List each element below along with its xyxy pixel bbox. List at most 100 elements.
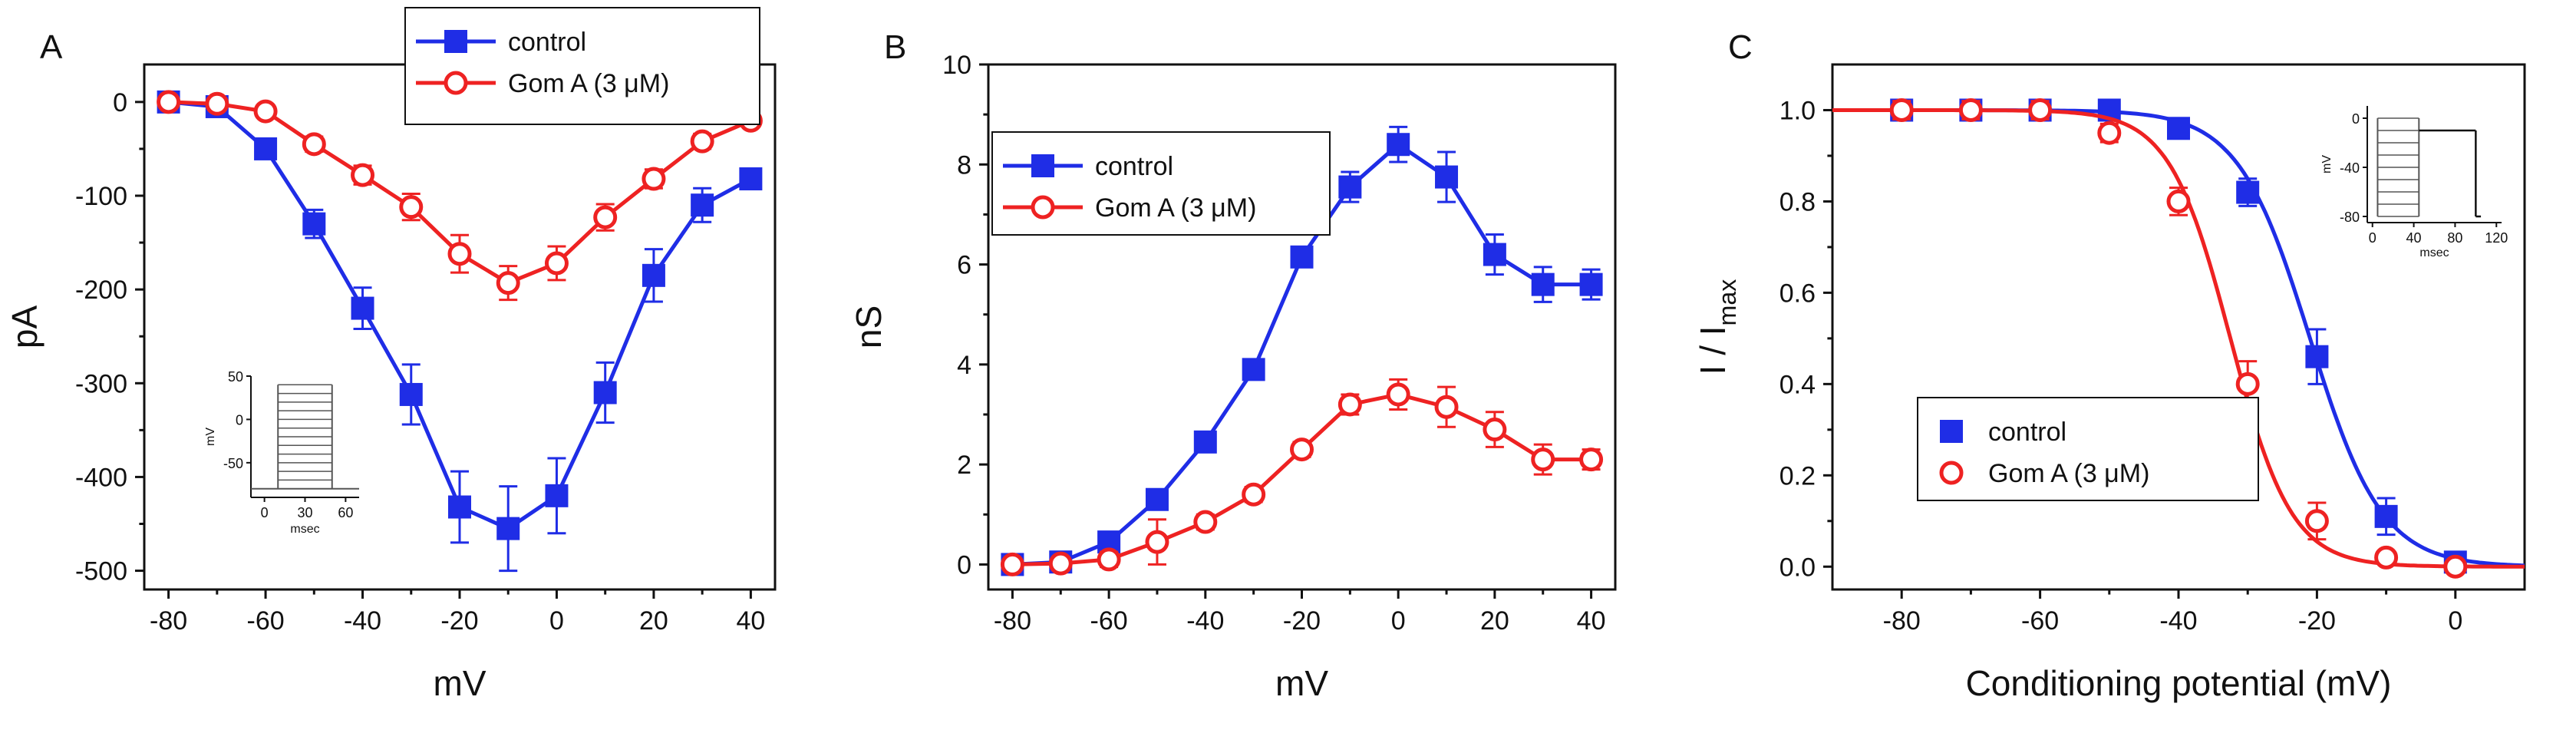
legend-label: Gom A (3 μM) <box>1095 193 1256 223</box>
data-point <box>1386 382 1410 407</box>
data-point <box>1531 447 1555 472</box>
y-axis-label: I / Imax <box>1693 279 1741 375</box>
data-point <box>1531 272 1555 296</box>
y-tick-label: 0.4 <box>1779 370 1816 399</box>
y-tick-label: 0.2 <box>1779 461 1816 490</box>
data-point <box>1434 395 1459 419</box>
data-point <box>351 163 375 187</box>
y-tick-label: 0.8 <box>1779 187 1816 216</box>
x-tick-label: -60 <box>1090 606 1128 636</box>
inset-x-tick-label: 30 <box>297 505 312 520</box>
inset-x-tick-label: 120 <box>2485 230 2508 246</box>
inset-y-label: mV <box>204 428 217 446</box>
data-point <box>1000 552 1024 576</box>
data-point <box>642 167 666 191</box>
data-point <box>690 129 714 154</box>
data-point <box>642 263 665 287</box>
x-tick-label: -20 <box>2298 606 2336 636</box>
x-tick-label: 20 <box>639 606 668 636</box>
data-point <box>302 132 326 157</box>
fit-curve <box>1832 108 2525 569</box>
y-tick-label: -300 <box>75 369 127 398</box>
data-point <box>1193 430 1217 454</box>
inset-x-tick-label: 0 <box>261 505 269 520</box>
legend-label: Gom A (3 μM) <box>1988 459 2149 488</box>
data-point <box>2304 509 2329 533</box>
data-point <box>593 381 617 405</box>
x-tick-label: -80 <box>994 606 1031 636</box>
x-tick-label: 40 <box>736 606 765 636</box>
y-tick-label: 4 <box>957 351 971 380</box>
data-point <box>1242 358 1265 381</box>
data-point <box>1290 245 1314 269</box>
data-point <box>1337 392 1362 417</box>
data-point <box>1435 165 1459 189</box>
inset-y-tick-label: 0 <box>2352 111 2360 127</box>
data-point <box>1483 418 1507 442</box>
legend-label: control <box>508 28 586 57</box>
data-point <box>691 193 714 217</box>
data-point <box>2166 189 2191 213</box>
x-tick-label: -60 <box>2021 606 2059 636</box>
x-tick-label: 0 <box>549 606 564 636</box>
data-point <box>157 90 181 114</box>
inset-y-tick-label: 0 <box>236 412 243 428</box>
x-axis-label: mV <box>1275 663 1328 703</box>
series-control <box>1832 98 2525 574</box>
data-point <box>2374 504 2398 528</box>
data-point <box>1387 133 1410 157</box>
inset-C: 0 -40 -80 0 40 80 120 msec mV <box>2320 106 2508 259</box>
data-point <box>545 484 569 507</box>
inset-x-label: msec <box>2419 246 2449 259</box>
legend-B: control Gom A (3 μM) <box>991 131 1331 236</box>
inset-x-tick-label: 40 <box>2406 230 2422 246</box>
plot-frame <box>1831 63 2526 591</box>
x-tick-label: 20 <box>1480 606 1509 636</box>
x-tick-label: -40 <box>2159 606 2197 636</box>
legend-A: control Gom A (3 μM) <box>404 7 760 125</box>
data-point <box>2028 97 2053 122</box>
data-point <box>399 382 423 406</box>
data-point <box>1483 243 1506 266</box>
inset-x-tick-label: 80 <box>2447 230 2462 246</box>
y-tick-label: 10 <box>942 51 971 80</box>
panel-label: C <box>1728 28 1753 66</box>
legend-box <box>991 131 1331 236</box>
series-gom-a <box>1000 378 1604 576</box>
x-tick-label: 0 <box>2448 606 2462 636</box>
inset-A: 50 0 -50 0 30 60 msec mV <box>204 369 359 536</box>
data-point <box>2167 117 2190 140</box>
panel-label: A <box>40 28 63 66</box>
x-tick-label: -60 <box>247 606 285 636</box>
data-point <box>2097 121 2122 145</box>
legend-C: control Gom A (3 μM) <box>1917 397 2259 501</box>
panel-B: -80 -60 -40 -20 0 20 40 0 2 4 6 8 10 mV nS B <box>849 28 1617 703</box>
data-point <box>1097 547 1121 572</box>
x-tick-label: 40 <box>1577 606 1606 636</box>
y-axis-label: nS <box>849 305 889 348</box>
y-tick-label: 8 <box>957 150 971 180</box>
x-tick-label: -80 <box>150 606 187 636</box>
data-point <box>1338 175 1362 199</box>
y-axis-label: pA <box>5 305 45 349</box>
inset-x-label: msec <box>290 523 319 536</box>
legend-marker <box>1939 461 1964 485</box>
inset-y-tick-label: -40 <box>2340 160 2360 176</box>
data-point <box>2235 372 2260 396</box>
data-point <box>254 137 278 160</box>
inset-x-tick-label: 60 <box>338 505 353 520</box>
series-line <box>168 100 752 531</box>
data-point <box>1145 487 1169 511</box>
legend-box <box>404 7 760 125</box>
legend-marker <box>1031 154 1054 177</box>
data-point <box>302 212 326 236</box>
legend-marker <box>444 71 468 95</box>
data-point <box>1579 447 1604 472</box>
y-tick-label: 2 <box>957 451 971 480</box>
x-tick-label: -20 <box>440 606 478 636</box>
inset-y-tick-label: -80 <box>2340 210 2360 225</box>
data-point <box>351 296 374 320</box>
data-point <box>1290 438 1314 462</box>
panel-C: -80 -60 -40 -20 0 0.0 0.2 0.4 0.6 0.8 1.0 Condition… <box>1693 28 2526 703</box>
